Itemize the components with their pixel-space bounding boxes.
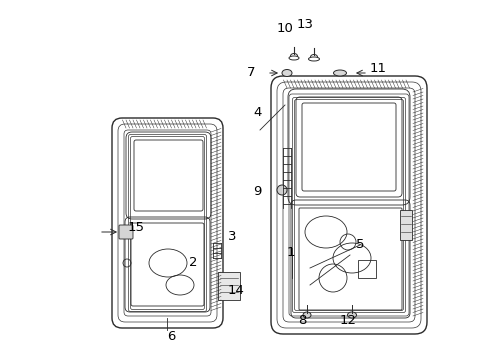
Text: 2: 2 xyxy=(188,256,197,270)
Bar xyxy=(399,210,411,240)
FancyBboxPatch shape xyxy=(119,225,133,239)
Text: 14: 14 xyxy=(227,284,244,297)
Text: 9: 9 xyxy=(252,185,261,198)
Text: 3: 3 xyxy=(227,230,236,243)
Ellipse shape xyxy=(310,54,317,59)
Text: 11: 11 xyxy=(369,62,386,75)
Ellipse shape xyxy=(303,312,310,318)
Text: 5: 5 xyxy=(355,238,364,252)
Text: 1: 1 xyxy=(286,246,295,258)
Ellipse shape xyxy=(282,69,291,77)
Ellipse shape xyxy=(333,70,346,76)
Bar xyxy=(218,272,240,300)
Ellipse shape xyxy=(290,54,297,58)
Text: 8: 8 xyxy=(297,314,305,327)
Text: 12: 12 xyxy=(339,314,356,327)
Text: 15: 15 xyxy=(127,221,144,234)
Ellipse shape xyxy=(288,56,298,60)
Circle shape xyxy=(276,185,286,195)
Bar xyxy=(357,260,375,278)
Text: 4: 4 xyxy=(253,107,262,120)
Text: 13: 13 xyxy=(296,18,313,31)
Ellipse shape xyxy=(347,312,356,318)
Text: 10: 10 xyxy=(276,22,293,36)
Text: 7: 7 xyxy=(246,66,255,78)
Text: 6: 6 xyxy=(166,329,175,342)
Ellipse shape xyxy=(308,57,319,61)
